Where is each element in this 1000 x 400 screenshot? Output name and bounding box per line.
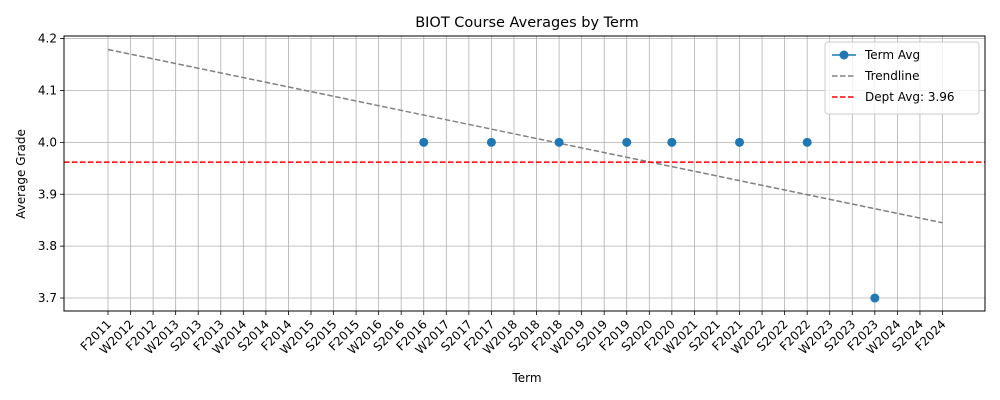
term-avg-point	[870, 293, 880, 303]
term-avg-point	[554, 137, 564, 147]
term-avg-point	[802, 137, 812, 147]
y-tick-label: 3.9	[38, 187, 57, 201]
y-tick-label: 4.0	[38, 135, 57, 149]
y-axis-label: Average Grade	[14, 129, 28, 219]
term-avg-point	[622, 137, 632, 147]
y-axis-ticks: 3.7 3.8 3.9 4.0 4.1 4.2	[38, 32, 64, 305]
term-avg-point	[667, 137, 677, 147]
markers	[419, 137, 880, 303]
legend-marker-term-avg	[839, 50, 849, 60]
legend-label-dept-avg: Dept Avg: 3.96	[865, 90, 955, 104]
y-tick-label: 4.2	[38, 32, 57, 46]
legend-label-trendline: Trendline	[864, 69, 920, 83]
y-tick-label: 3.8	[38, 239, 57, 253]
legend-label-term-avg: Term Avg	[864, 48, 920, 62]
plot-lines	[64, 48, 985, 224]
term-avg-point	[486, 137, 496, 147]
term-avg-point	[735, 137, 745, 147]
chart-title: BIOT Course Averages by Term	[415, 15, 639, 31]
y-tick-label: 3.7	[38, 291, 57, 305]
trendline	[107, 48, 943, 224]
grid	[64, 36, 985, 311]
x-axis-label: Term	[511, 371, 541, 385]
y-tick-label: 4.1	[38, 83, 57, 97]
x-axis-ticks: F2011W2012F2012W2013S2013F2013W2014S2014…	[78, 311, 949, 357]
plot-frame	[63, 35, 986, 312]
legend-box	[824, 41, 980, 115]
legend: Term Avg Trendline Dept Avg: 3.96	[824, 41, 980, 115]
term-avg-point	[419, 137, 429, 147]
